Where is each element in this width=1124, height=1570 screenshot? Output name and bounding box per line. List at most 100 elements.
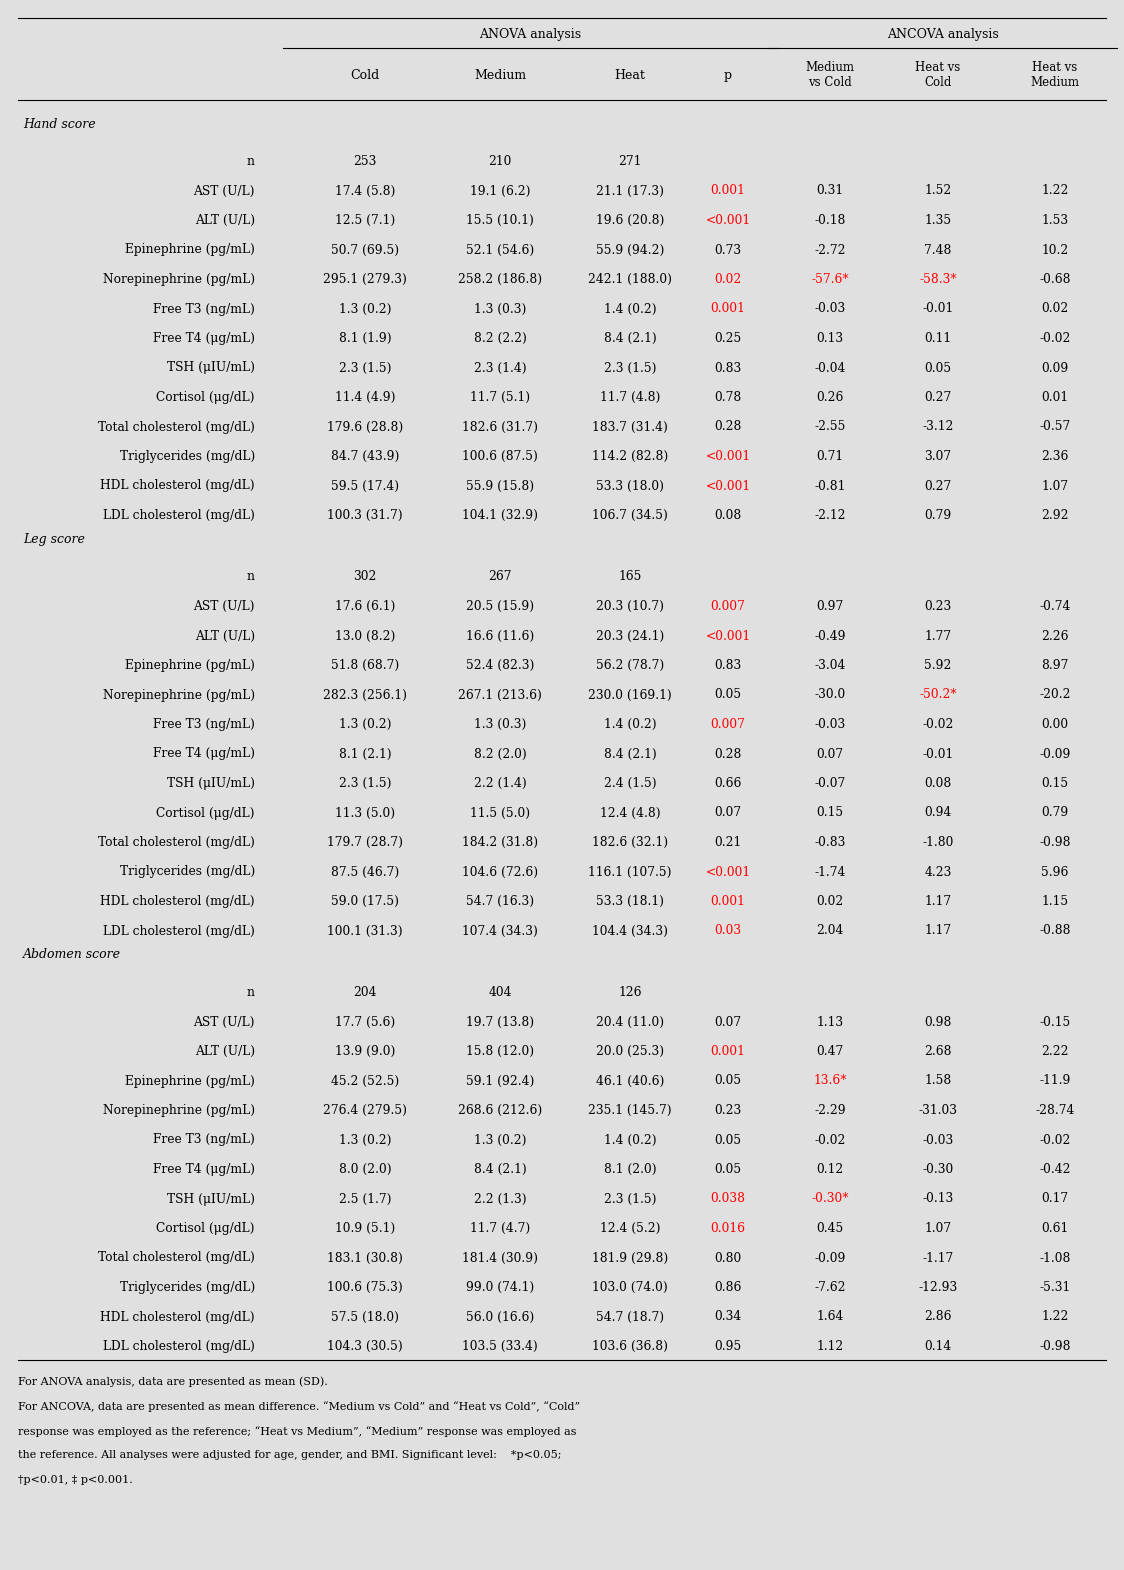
Text: 100.6 (75.3): 100.6 (75.3) bbox=[327, 1281, 402, 1294]
Text: Total cholesterol (mg/dL): Total cholesterol (mg/dL) bbox=[98, 835, 255, 849]
Text: -0.30: -0.30 bbox=[923, 1163, 953, 1176]
Text: 0.016: 0.016 bbox=[710, 1221, 745, 1236]
Text: 0.05: 0.05 bbox=[715, 1134, 742, 1146]
Text: Epinephrine (pg/mL): Epinephrine (pg/mL) bbox=[125, 1074, 255, 1088]
Text: 1.64: 1.64 bbox=[816, 1311, 844, 1324]
Text: 2.68: 2.68 bbox=[924, 1046, 952, 1058]
Text: -58.3*: -58.3* bbox=[919, 273, 957, 286]
Text: 13.0 (8.2): 13.0 (8.2) bbox=[335, 630, 396, 642]
Text: 0.05: 0.05 bbox=[715, 1163, 742, 1176]
Text: -0.42: -0.42 bbox=[1040, 1163, 1071, 1176]
Text: 0.07: 0.07 bbox=[715, 1016, 742, 1028]
Text: 0.94: 0.94 bbox=[924, 807, 952, 820]
Text: 1.4 (0.2): 1.4 (0.2) bbox=[604, 1134, 656, 1146]
Text: 0.17: 0.17 bbox=[1042, 1193, 1069, 1206]
Text: 52.1 (54.6): 52.1 (54.6) bbox=[465, 243, 534, 256]
Text: 1.3 (0.3): 1.3 (0.3) bbox=[474, 303, 526, 316]
Text: 182.6 (32.1): 182.6 (32.1) bbox=[592, 835, 668, 849]
Text: ALT (U/L): ALT (U/L) bbox=[194, 214, 255, 228]
Text: 8.97: 8.97 bbox=[1041, 659, 1069, 672]
Text: 57.5 (18.0): 57.5 (18.0) bbox=[330, 1311, 399, 1324]
Text: 0.12: 0.12 bbox=[816, 1163, 844, 1176]
Text: 0.05: 0.05 bbox=[715, 1074, 742, 1088]
Text: 103.6 (36.8): 103.6 (36.8) bbox=[592, 1341, 668, 1353]
Text: <0.001: <0.001 bbox=[706, 479, 751, 493]
Text: 126: 126 bbox=[618, 986, 642, 999]
Text: 268.6 (212.6): 268.6 (212.6) bbox=[457, 1104, 542, 1116]
Text: Cortisol (μg/dL): Cortisol (μg/dL) bbox=[156, 391, 255, 403]
Text: Cortisol (μg/dL): Cortisol (μg/dL) bbox=[156, 1221, 255, 1236]
Text: 0.80: 0.80 bbox=[715, 1251, 742, 1264]
Text: 0.001: 0.001 bbox=[710, 1046, 745, 1058]
Text: -0.04: -0.04 bbox=[814, 361, 845, 375]
Text: 11.7 (5.1): 11.7 (5.1) bbox=[470, 391, 531, 403]
Text: 8.0 (2.0): 8.0 (2.0) bbox=[338, 1163, 391, 1176]
Text: 1.15: 1.15 bbox=[1042, 895, 1069, 907]
Text: 12.4 (4.8): 12.4 (4.8) bbox=[600, 807, 660, 820]
Text: 0.61: 0.61 bbox=[1041, 1221, 1069, 1236]
Text: 59.0 (17.5): 59.0 (17.5) bbox=[330, 895, 399, 907]
Text: 267.1 (213.6): 267.1 (213.6) bbox=[459, 689, 542, 702]
Text: p: p bbox=[724, 69, 732, 82]
Text: -7.62: -7.62 bbox=[814, 1281, 845, 1294]
Text: Triglycerides (mg/dL): Triglycerides (mg/dL) bbox=[120, 865, 255, 879]
Text: †p<0.01, ‡ p<0.001.: †p<0.01, ‡ p<0.001. bbox=[18, 1474, 133, 1485]
Text: 1.17: 1.17 bbox=[924, 925, 952, 937]
Text: 2.86: 2.86 bbox=[924, 1311, 952, 1324]
Text: 184.2 (31.8): 184.2 (31.8) bbox=[462, 835, 538, 849]
Text: 54.7 (16.3): 54.7 (16.3) bbox=[466, 895, 534, 907]
Text: 0.001: 0.001 bbox=[710, 185, 745, 198]
Text: 0.45: 0.45 bbox=[816, 1221, 844, 1236]
Text: ALT (U/L): ALT (U/L) bbox=[194, 630, 255, 642]
Text: 1.17: 1.17 bbox=[924, 895, 952, 907]
Text: 21.1 (17.3): 21.1 (17.3) bbox=[596, 185, 664, 198]
Text: 13.9 (9.0): 13.9 (9.0) bbox=[335, 1046, 396, 1058]
Text: -0.02: -0.02 bbox=[1040, 331, 1071, 345]
Text: LDL cholesterol (mg/dL): LDL cholesterol (mg/dL) bbox=[103, 1341, 255, 1353]
Text: 50.7 (69.5): 50.7 (69.5) bbox=[330, 243, 399, 256]
Text: TSH (μIU/mL): TSH (μIU/mL) bbox=[167, 777, 255, 790]
Text: 0.02: 0.02 bbox=[1041, 303, 1069, 316]
Text: 0.83: 0.83 bbox=[715, 361, 742, 375]
Text: 165: 165 bbox=[618, 570, 642, 584]
Text: 56.2 (78.7): 56.2 (78.7) bbox=[596, 659, 664, 672]
Text: Total cholesterol (mg/dL): Total cholesterol (mg/dL) bbox=[98, 1251, 255, 1264]
Text: 17.7 (5.6): 17.7 (5.6) bbox=[335, 1016, 396, 1028]
Text: 1.07: 1.07 bbox=[924, 1221, 952, 1236]
Text: HDL cholesterol (mg/dL): HDL cholesterol (mg/dL) bbox=[100, 1311, 255, 1324]
Text: 19.7 (13.8): 19.7 (13.8) bbox=[466, 1016, 534, 1028]
Text: 0.05: 0.05 bbox=[924, 361, 952, 375]
Text: 235.1 (145.7): 235.1 (145.7) bbox=[588, 1104, 672, 1116]
Text: For ANCOVA, data are presented as mean difference. “Medium vs Cold” and “Heat vs: For ANCOVA, data are presented as mean d… bbox=[18, 1402, 580, 1411]
Text: 0.47: 0.47 bbox=[816, 1046, 844, 1058]
Text: 103.5 (33.4): 103.5 (33.4) bbox=[462, 1341, 538, 1353]
Text: 12.5 (7.1): 12.5 (7.1) bbox=[335, 214, 396, 228]
Text: Cold: Cold bbox=[351, 69, 380, 82]
Text: Free T4 (μg/mL): Free T4 (μg/mL) bbox=[153, 1163, 255, 1176]
Text: 0.09: 0.09 bbox=[1041, 361, 1069, 375]
Text: 100.1 (31.3): 100.1 (31.3) bbox=[327, 925, 402, 937]
Text: 0.34: 0.34 bbox=[715, 1311, 742, 1324]
Text: Free T4 (μg/mL): Free T4 (μg/mL) bbox=[153, 747, 255, 760]
Text: TSH (μIU/mL): TSH (μIU/mL) bbox=[167, 361, 255, 375]
Text: 0.01: 0.01 bbox=[1042, 391, 1069, 403]
Text: 2.2 (1.3): 2.2 (1.3) bbox=[473, 1193, 526, 1206]
Text: 0.28: 0.28 bbox=[715, 421, 742, 433]
Text: -31.03: -31.03 bbox=[918, 1104, 958, 1116]
Text: 2.3 (1.5): 2.3 (1.5) bbox=[338, 361, 391, 375]
Text: 51.8 (68.7): 51.8 (68.7) bbox=[330, 659, 399, 672]
Text: Free T3 (ng/mL): Free T3 (ng/mL) bbox=[153, 303, 255, 316]
Text: 8.1 (1.9): 8.1 (1.9) bbox=[338, 331, 391, 345]
Text: 0.83: 0.83 bbox=[715, 659, 742, 672]
Text: 0.08: 0.08 bbox=[924, 777, 952, 790]
Text: -0.49: -0.49 bbox=[814, 630, 845, 642]
Text: -5.31: -5.31 bbox=[1040, 1281, 1071, 1294]
Text: 10.9 (5.1): 10.9 (5.1) bbox=[335, 1221, 396, 1236]
Text: -0.01: -0.01 bbox=[923, 303, 953, 316]
Text: -0.98: -0.98 bbox=[1040, 1341, 1071, 1353]
Text: Free T3 (ng/mL): Free T3 (ng/mL) bbox=[153, 1134, 255, 1146]
Text: 258.2 (186.8): 258.2 (186.8) bbox=[457, 273, 542, 286]
Text: 0.95: 0.95 bbox=[715, 1341, 742, 1353]
Text: LDL cholesterol (mg/dL): LDL cholesterol (mg/dL) bbox=[103, 925, 255, 937]
Text: 114.2 (82.8): 114.2 (82.8) bbox=[592, 451, 668, 463]
